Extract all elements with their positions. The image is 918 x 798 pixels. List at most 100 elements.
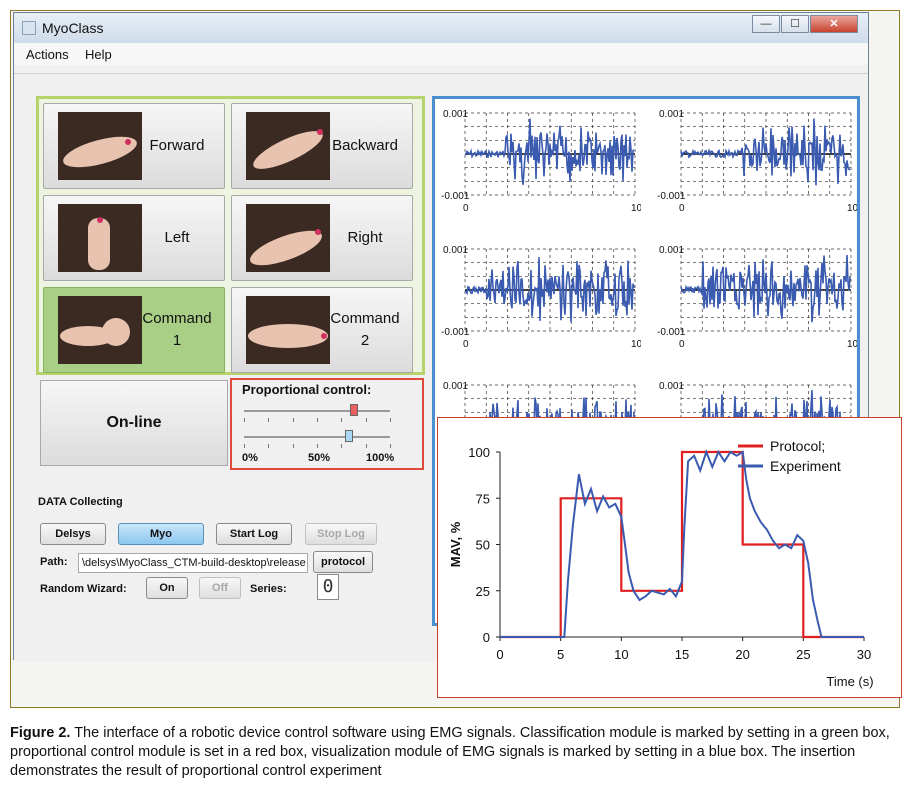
maximize-button[interactable]: ☐ [781, 15, 809, 33]
slider-2-thumb[interactable] [345, 430, 354, 442]
right-button[interactable]: Right [231, 195, 413, 281]
forward-button[interactable]: Forward [43, 103, 225, 189]
left-button[interactable]: Left [43, 195, 225, 281]
forward-label: Forward [149, 137, 205, 154]
slider-tick [292, 444, 294, 448]
menu-help[interactable]: Help [85, 47, 112, 62]
x-tick-label: 30 [857, 647, 871, 662]
data-collecting-title: DATA Collecting [38, 496, 123, 508]
command-1-label-line2: 1 [172, 332, 182, 349]
slider-tick [268, 444, 270, 448]
y-tick-label: 0 [483, 630, 490, 645]
emg-ymin-label: -0.001 [441, 327, 470, 338]
path-field[interactable]: \delsys\MyoClass_CTM-build-desktop\relea… [78, 553, 308, 573]
path-label: Path: [40, 556, 68, 568]
x-tick-label: 20 [735, 647, 749, 662]
online-button[interactable]: On-line [40, 380, 228, 466]
command-1-button[interactable]: Command 1 [43, 287, 225, 373]
left-label: Left [164, 229, 190, 246]
close-button[interactable]: ✕ [810, 15, 858, 33]
emg-xmax-label: 10 [847, 203, 857, 214]
app-icon [22, 21, 36, 35]
y-axis-label: MAV, % [448, 521, 463, 567]
emg-ymax-label: 0.001 [659, 245, 684, 256]
stop-log-button[interactable]: Stop Log [305, 523, 377, 545]
slider-tick [365, 444, 367, 448]
y-tick-label: 50 [476, 538, 490, 553]
slider-1-thumb[interactable] [349, 404, 358, 416]
protocol-button[interactable]: protocol [313, 551, 373, 573]
y-tick-label: 25 [476, 584, 490, 599]
scale-100: 100% [366, 452, 395, 464]
series-label: Series: [250, 583, 287, 595]
scale-50: 50% [308, 452, 331, 464]
x-axis-label: Time (s) [826, 674, 873, 689]
random-off-button[interactable]: Off [199, 577, 241, 599]
hand-forward-photo-icon [58, 112, 142, 180]
myo-button[interactable]: Myo [118, 523, 204, 545]
emg-xmin-label: 0 [463, 339, 469, 350]
y-tick-label: 75 [476, 491, 490, 506]
proportional-control-chart: 0 25 50 75 100 0 5 10 15 20 25 30 Time (s) MAV, % Prot… [437, 417, 902, 698]
command-2-label: Command 2 [326, 288, 404, 372]
menu-actions[interactable]: Actions [26, 47, 69, 62]
x-tick-label: 15 [675, 647, 689, 662]
slider-tick [244, 444, 245, 448]
emg-signal-line [680, 118, 851, 186]
emg-xmin-label: 0 [679, 203, 685, 214]
series-display: 0 [317, 574, 339, 600]
menu-bar: Actions Help [14, 43, 868, 65]
slider-tick [244, 418, 245, 422]
command-2-label-line1: Command [330, 310, 400, 327]
caption-label: Figure 2. [10, 725, 71, 741]
hand-left-photo-icon [58, 204, 142, 272]
scale-0: 0% [242, 452, 258, 464]
emg-ymin-label: -0.001 [657, 191, 686, 202]
emg-signal-line [464, 257, 635, 323]
x-tick-label: 5 [557, 647, 564, 662]
command-1-label: Command 1 [138, 288, 216, 372]
delsys-button[interactable]: Delsys [40, 523, 106, 545]
slider-tick [390, 418, 391, 422]
window-title: MyoClass [42, 20, 104, 36]
command-2-label-line2: 2 [360, 332, 370, 349]
emg-ymin-label: -0.001 [657, 327, 686, 338]
x-tick-label: 25 [796, 647, 810, 662]
random-on-button[interactable]: On [146, 577, 188, 599]
minimize-button[interactable]: — [752, 15, 780, 33]
chart-svg: 0 25 50 75 100 0 5 10 15 20 25 30 Time (s) MAV, % Prot… [448, 438, 874, 689]
emg-xmin-label: 0 [679, 339, 685, 350]
caption-text: The interface of a robotic device contro… [10, 725, 890, 779]
slider-1-track[interactable] [244, 410, 390, 412]
slider-tick [390, 444, 391, 448]
random-wizard-label: Random Wizard: [40, 583, 127, 595]
app-window: MyoClass — ☐ ✕ Actions Help Forward Back… [13, 12, 869, 662]
slider-2-track[interactable] [244, 436, 390, 438]
emg-signal-line [464, 118, 635, 185]
emg-ymax-label: 0.001 [443, 245, 468, 256]
legend-label: Experiment [770, 458, 841, 474]
command-1-label-line1: Command [142, 310, 212, 327]
figure-caption: Figure 2. The interface of a robotic dev… [10, 724, 910, 781]
series-line-experiment [500, 449, 864, 638]
slider-tick [268, 418, 270, 422]
start-log-button[interactable]: Start Log [216, 523, 292, 545]
y-tick-label: 100 [468, 445, 490, 460]
title-bar: MyoClass — ☐ ✕ [14, 13, 868, 43]
backward-button[interactable]: Backward [231, 103, 413, 189]
slider-tick [341, 418, 343, 422]
legend-label: Protocol; [770, 438, 825, 454]
hand-fist-photo-icon [58, 296, 142, 364]
emg-ymax-label: 0.001 [659, 109, 684, 120]
emg-xmax-label: 10 [631, 339, 641, 350]
classification-module: Forward Backward Left Right [36, 96, 425, 375]
emg-signal-line [680, 254, 851, 323]
command-2-button[interactable]: Command 2 [231, 287, 413, 373]
emg-ymax-label: 0.001 [659, 381, 684, 392]
slider-tick [317, 444, 318, 448]
emg-ymax-label: 0.001 [443, 381, 468, 392]
